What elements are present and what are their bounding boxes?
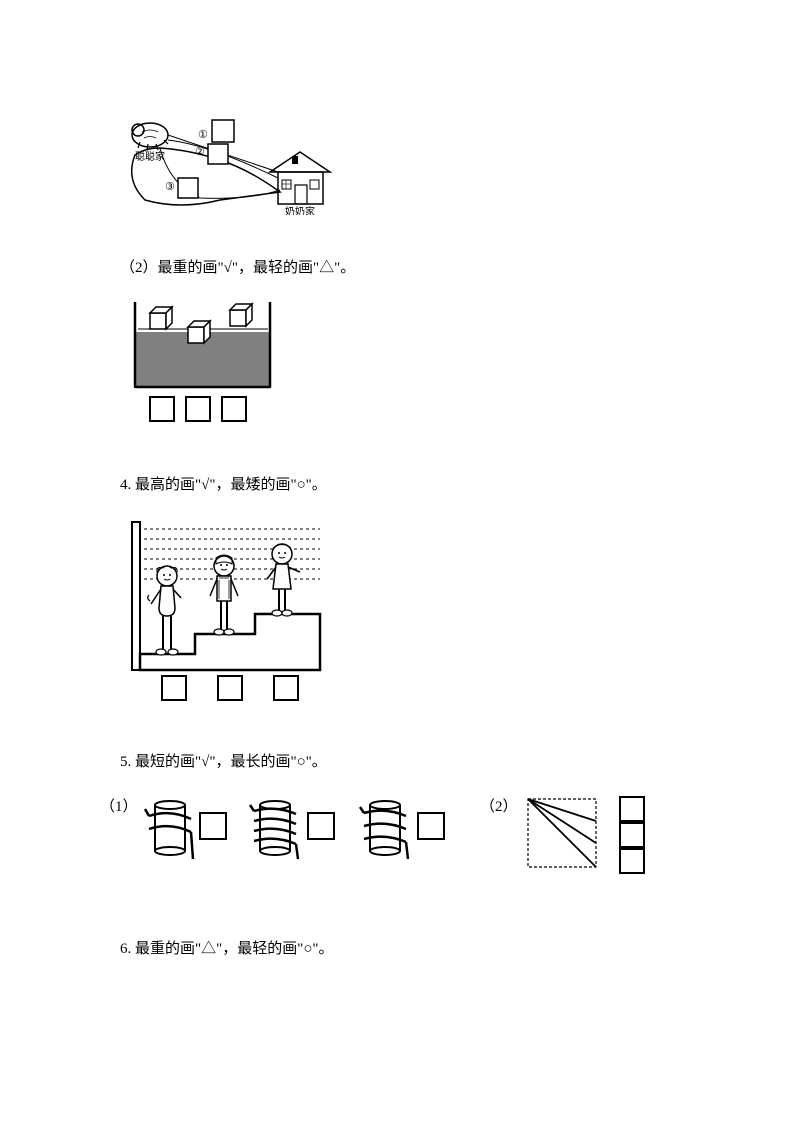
q1-map-figure: 聪聪家 奶奶家 ① ② ③ <box>120 100 703 215</box>
answer-box[interactable] <box>620 849 644 873</box>
answer-box[interactable] <box>308 813 334 839</box>
q6-instruction: 6. 最重的画"△"，最轻的画"○"。 <box>120 936 703 963</box>
answer-box[interactable] <box>162 676 186 700</box>
path3-label: ③ <box>165 181 175 193</box>
q2-figure <box>120 297 703 427</box>
label-left: 聪聪家 <box>135 150 165 163</box>
q5-figure: （1） <box>100 791 703 881</box>
path1-label: ① <box>198 129 208 141</box>
answer-box[interactable] <box>208 144 228 164</box>
answer-box[interactable] <box>418 813 444 839</box>
q2-instruction: （2）最重的画"√"，最轻的画"△"。 <box>120 255 703 282</box>
q5-part2-label: （2） <box>480 798 518 815</box>
q5-part1-label: （1） <box>100 798 138 815</box>
answer-box[interactable] <box>212 120 234 142</box>
answer-box[interactable] <box>620 797 644 821</box>
answer-box[interactable] <box>274 676 298 700</box>
path2-label: ② <box>195 146 205 158</box>
answer-box[interactable] <box>620 823 644 847</box>
answer-box[interactable] <box>178 178 198 198</box>
q4-figure <box>120 514 703 704</box>
answer-box[interactable] <box>222 397 246 421</box>
label-right: 奶奶家 <box>285 205 315 215</box>
q5-instruction: 5. 最短的画"√"，最长的画"○"。 <box>120 749 703 776</box>
answer-box[interactable] <box>200 813 226 839</box>
q4-instruction: 4. 最高的画"√"，最矮的画"○"。 <box>120 472 703 499</box>
answer-box[interactable] <box>150 397 174 421</box>
answer-box[interactable] <box>186 397 210 421</box>
answer-box[interactable] <box>218 676 242 700</box>
